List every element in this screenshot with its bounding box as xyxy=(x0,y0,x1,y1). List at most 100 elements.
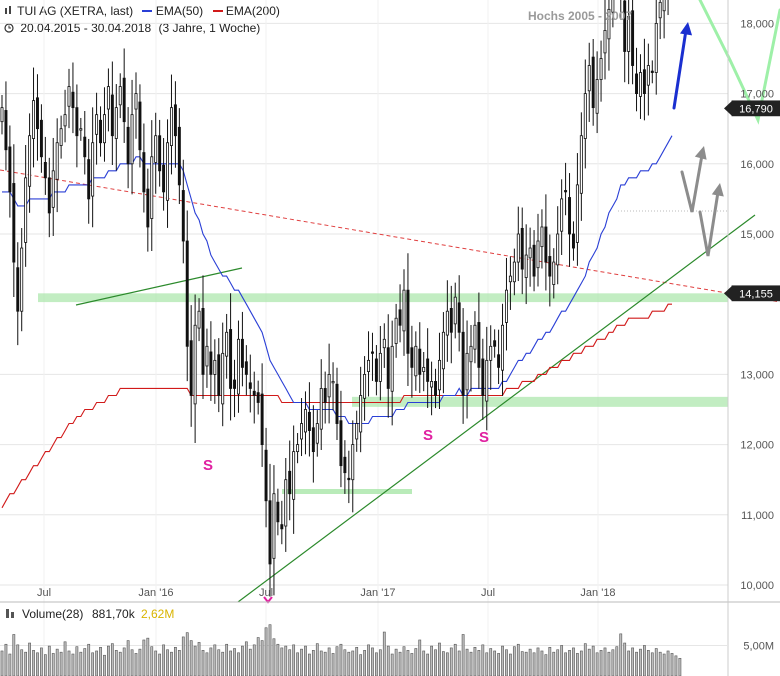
candle-body xyxy=(516,233,520,263)
candle-body xyxy=(347,477,351,481)
candle-body xyxy=(564,190,568,193)
candle-body xyxy=(39,119,43,158)
candle-body xyxy=(579,135,583,194)
candle-body xyxy=(292,451,296,500)
projection-arrow-green xyxy=(698,0,780,125)
candle-body xyxy=(126,126,130,165)
volume-icon-2 xyxy=(11,612,14,618)
volume-bar xyxy=(516,643,520,676)
volume-bar xyxy=(426,653,430,676)
ema200-legend-swatch xyxy=(212,10,223,12)
candle-body xyxy=(28,135,32,187)
volume-bar xyxy=(12,634,16,676)
volume-bar xyxy=(300,648,303,676)
volume-bar xyxy=(154,650,158,676)
volume-bar xyxy=(142,639,146,676)
price-label-pointer xyxy=(724,285,732,301)
volume-bar xyxy=(489,648,493,676)
volume-bar xyxy=(469,651,473,676)
volume-bar xyxy=(670,653,674,676)
candle-body xyxy=(493,340,497,347)
volume-bar xyxy=(256,637,260,676)
volume-bar xyxy=(201,650,205,676)
candle-body xyxy=(4,110,8,151)
volume-bar xyxy=(174,647,177,676)
candle-body xyxy=(35,97,39,130)
candle-body xyxy=(177,126,181,186)
candle-body xyxy=(426,358,430,382)
volume-bar xyxy=(520,651,524,676)
volume-bar xyxy=(264,627,268,676)
volume-bar xyxy=(225,643,229,676)
candle-body xyxy=(122,77,126,123)
volume-bar xyxy=(8,653,12,676)
projection-arrow-gray-2-head xyxy=(711,183,724,197)
volume-bar xyxy=(36,652,39,676)
candle-body xyxy=(512,261,516,283)
candle-body xyxy=(434,381,438,396)
candle-body xyxy=(197,310,201,329)
volume-bar xyxy=(308,653,311,676)
candle-body xyxy=(307,411,311,431)
candle-body xyxy=(378,352,382,382)
candle-body xyxy=(398,309,402,326)
volume-bar xyxy=(311,650,315,676)
volume-bar xyxy=(315,643,319,676)
volume-bar xyxy=(229,650,232,676)
volume-bar xyxy=(244,641,248,676)
volume-bar xyxy=(24,651,28,676)
volume-bar xyxy=(4,643,8,676)
volume-bar xyxy=(67,650,71,676)
candle-body xyxy=(524,254,528,278)
volume-bar xyxy=(83,648,87,676)
candle-body xyxy=(414,345,418,377)
volume-bar xyxy=(402,646,406,676)
y-tick-label: 13,000 xyxy=(740,369,774,381)
volume-bar xyxy=(213,644,217,676)
volume-bar xyxy=(414,648,418,676)
volume-bar xyxy=(619,633,623,676)
candle-body xyxy=(106,86,110,110)
shoulder-marker: S xyxy=(479,429,489,446)
volume-bar xyxy=(185,632,189,676)
candle-body xyxy=(248,382,252,389)
volume-bar xyxy=(422,650,426,676)
indicator-lines xyxy=(0,135,780,603)
candle-body xyxy=(264,449,268,502)
volume-bar xyxy=(576,653,579,676)
volume-bar xyxy=(560,645,564,676)
volume-bar xyxy=(528,648,532,676)
shoulder-marker: S xyxy=(203,457,213,474)
volume-bar xyxy=(418,639,422,676)
volume-bar xyxy=(162,644,165,676)
candle-body xyxy=(497,354,501,368)
volume-bar xyxy=(615,646,619,676)
candle-body xyxy=(83,136,87,158)
volume-bar xyxy=(473,647,477,676)
volume-bar xyxy=(481,644,485,676)
volume-bar xyxy=(591,645,595,676)
candle-body xyxy=(63,114,67,127)
candle-body xyxy=(587,65,591,92)
candle-body xyxy=(595,79,599,114)
chart-header-line2: 20.04.2015 - 30.04.2018 (3 Jahre, 1 Woch… xyxy=(4,21,260,35)
candle-body xyxy=(319,388,323,430)
volume-bar xyxy=(485,652,489,676)
volume-panel: 5,00M Volume(28) 881,70k 2,62M xyxy=(0,607,774,676)
candle-body xyxy=(658,1,662,19)
candle-body xyxy=(8,146,12,193)
volume-bar xyxy=(276,643,280,676)
candle-body xyxy=(635,73,639,95)
candle-body xyxy=(252,390,256,396)
volume-bar xyxy=(572,647,575,676)
candle-body xyxy=(571,233,575,249)
volume-bar xyxy=(107,645,110,676)
candle-body xyxy=(162,164,166,193)
candle-body xyxy=(240,338,244,368)
candle-body xyxy=(477,322,481,368)
candle-body xyxy=(540,226,544,248)
y-tick-label: 16,000 xyxy=(740,159,774,171)
x-tick-label: Jul xyxy=(481,587,495,599)
shoulder-marker: S xyxy=(423,427,433,444)
volume-bar xyxy=(47,645,51,676)
